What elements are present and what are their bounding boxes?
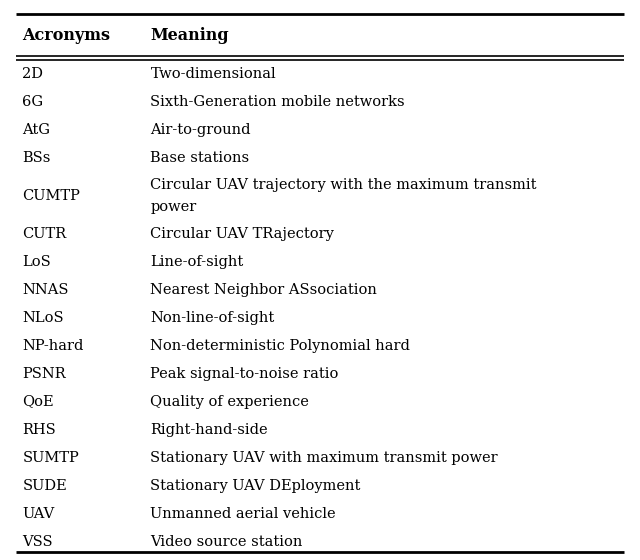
Text: QoE: QoE <box>22 395 54 409</box>
Text: Peak signal-to-noise ratio: Peak signal-to-noise ratio <box>150 367 339 381</box>
Text: 6G: 6G <box>22 95 44 109</box>
Text: Two-dimensional: Two-dimensional <box>150 67 276 81</box>
Text: Meaning: Meaning <box>150 26 229 44</box>
Text: Nearest Neighbor ASsociation: Nearest Neighbor ASsociation <box>150 283 377 297</box>
Text: Line-of-sight: Line-of-sight <box>150 255 244 269</box>
Text: Quality of experience: Quality of experience <box>150 395 309 409</box>
Text: AtG: AtG <box>22 123 51 137</box>
Text: Stationary UAV with maximum transmit power: Stationary UAV with maximum transmit pow… <box>150 451 498 465</box>
Text: Non-deterministic Polynomial hard: Non-deterministic Polynomial hard <box>150 339 410 353</box>
Text: Circular UAV trajectory with the maximum transmit: Circular UAV trajectory with the maximum… <box>150 178 537 192</box>
Text: power: power <box>150 200 196 214</box>
Text: PSNR: PSNR <box>22 367 66 381</box>
Text: NNAS: NNAS <box>22 283 69 297</box>
Text: CUMTP: CUMTP <box>22 189 80 203</box>
Text: Circular UAV TRajectory: Circular UAV TRajectory <box>150 227 334 241</box>
Text: Acronyms: Acronyms <box>22 26 111 44</box>
Text: NP-hard: NP-hard <box>22 339 84 353</box>
Text: LoS: LoS <box>22 255 51 269</box>
Text: Air-to-ground: Air-to-ground <box>150 123 251 137</box>
Text: UAV: UAV <box>22 507 54 521</box>
Text: BSs: BSs <box>22 151 51 165</box>
Text: Unmanned aerial vehicle: Unmanned aerial vehicle <box>150 507 336 521</box>
Text: SUDE: SUDE <box>22 479 67 493</box>
Text: VSS: VSS <box>22 535 53 549</box>
Text: Right-hand-side: Right-hand-side <box>150 423 268 437</box>
Text: CUTR: CUTR <box>22 227 67 241</box>
Text: Sixth-Generation mobile networks: Sixth-Generation mobile networks <box>150 95 405 109</box>
Text: 2D: 2D <box>22 67 44 81</box>
Text: NLoS: NLoS <box>22 311 64 325</box>
Text: RHS: RHS <box>22 423 56 437</box>
Text: Stationary UAV DEployment: Stationary UAV DEployment <box>150 479 361 493</box>
Text: Non-line-of-sight: Non-line-of-sight <box>150 311 275 325</box>
Text: SUMTP: SUMTP <box>22 451 79 465</box>
Text: Video source station: Video source station <box>150 535 303 549</box>
Text: Base stations: Base stations <box>150 151 250 165</box>
